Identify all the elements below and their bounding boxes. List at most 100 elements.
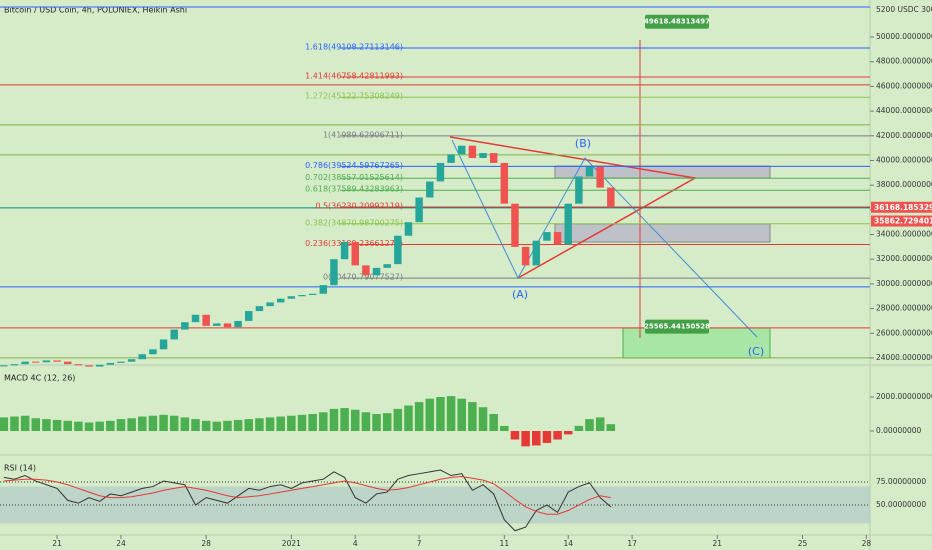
candle [106,362,115,365]
fib-label: 1.272(45122.75308249) [305,92,403,101]
fib-label: 1(41989.62906711) [323,130,403,139]
candle [117,361,125,363]
candle [436,162,445,182]
macd-bar [595,417,605,432]
x-tick-label: 17 [627,539,637,548]
macd-bar [265,417,275,432]
candle [351,241,359,266]
x-tick-label: 28 [201,539,211,548]
macd-bar [127,418,136,432]
macd-bar [116,419,126,432]
candle [575,176,583,204]
macd-bar [63,420,72,432]
y-tick-label: 38000.00000000 [876,180,932,189]
candle [511,203,519,247]
macd-bar [212,421,222,432]
y-tick-label: 42000.00000000 [876,131,932,140]
candle [10,364,19,366]
x-tick-label: 14 [563,539,573,548]
rsi-tick-label: 75.00000000 [876,477,926,486]
candle [32,361,40,363]
callout-label: 25565.44150528 [644,323,710,331]
fib-label: 0.786(39524.59767265) [305,161,403,170]
candle [383,264,391,268]
macd-bar [255,418,264,432]
y-tick-label: 26000.00000000 [876,328,932,337]
candle [191,314,200,323]
macd-label: MACD 4C (12, 26) [4,374,75,383]
macd-bar [372,413,381,432]
macd-bar [308,413,317,432]
candle [170,329,178,340]
macd-bar [521,431,530,447]
macd-bar [297,414,307,432]
candle [532,240,540,266]
chart-title: Bitcoin / USD Coin, 4h, POLONIEX, Heikin… [4,6,187,15]
macd-bar [382,413,392,432]
x-tick-label: 21 [713,539,723,548]
candle [0,365,8,367]
macd-bar [446,396,456,432]
macd-bar [361,412,371,432]
candle [553,232,562,245]
y-tick-label: 28000.00000000 [876,304,932,313]
macd-bar [276,416,285,432]
candle [394,235,402,265]
macd-bar [478,407,488,432]
macd-bar [350,409,360,432]
wave-line [451,139,758,338]
candle [202,314,210,326]
y-tick-label: 40000.00000000 [876,155,932,164]
wave-label: (A) [512,288,528,301]
y-tick-label: 46000.00000000 [876,81,932,90]
rsi-ma-line [3,475,611,515]
macd-bar [223,420,232,432]
macd-bar [574,425,584,432]
candle [95,364,104,367]
candle [63,361,72,365]
callout [645,14,709,29]
candle [266,302,274,307]
candle [372,267,381,276]
price-tag-label: 36168.18532921 [874,203,932,212]
y-tick-label: 48000.00000000 [876,57,932,66]
macd-bar [233,419,243,432]
candle [223,323,232,328]
macd-bar [340,408,349,432]
candle [404,222,413,236]
macd-bar [42,419,51,432]
macd-bar [563,431,573,435]
candle [53,360,61,362]
x-tick-label: 7 [417,539,422,548]
candle [596,166,604,188]
candle [468,145,477,158]
macd-bar [404,405,413,432]
macd-bar [425,398,435,432]
macd-bar [84,422,94,432]
price-tag-label: 35862.72940184 [874,217,932,226]
macd-bar [510,431,520,440]
macd-bar [201,420,211,432]
candle [138,354,146,360]
macd-bar [148,415,158,432]
candle [181,322,189,330]
candle [585,166,594,177]
x-tick-label: 24 [116,539,126,548]
price-tag [871,215,932,227]
candle [74,364,83,366]
y-tick-label: 34000.00000000 [876,230,932,239]
macd-bar [500,425,509,432]
candle [287,296,296,299]
x-tick-label: 28 [862,539,872,548]
candle [543,232,551,241]
fib-label: 0.5(36230.20992119) [315,201,403,210]
candle [21,361,29,365]
candle [255,306,264,312]
candle [362,265,370,276]
candle [127,359,136,362]
macd-bar [169,415,179,432]
macd-bar [138,416,147,432]
rsi-label: RSI (14) [4,464,36,473]
fib-label: 0.618(37589.43283963) [305,185,403,194]
